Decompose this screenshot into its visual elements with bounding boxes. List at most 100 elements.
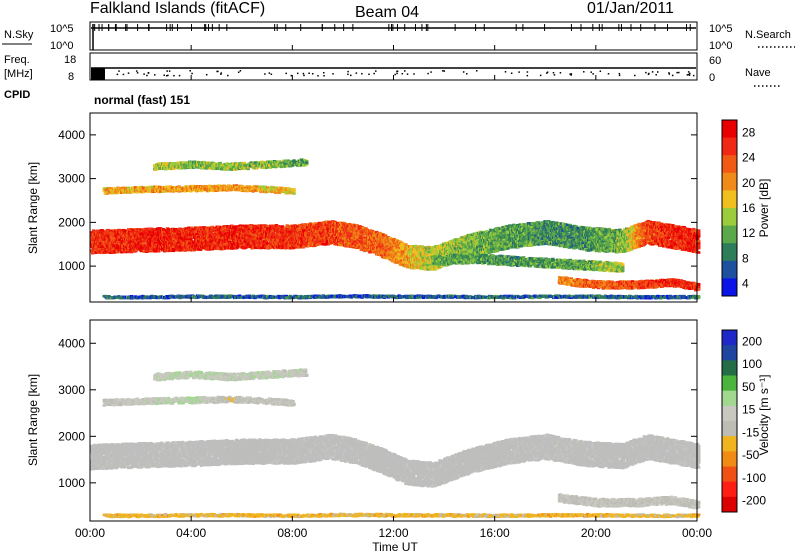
- range-gate-cell: [199, 242, 204, 246]
- range-gate-cell: [134, 248, 139, 252]
- nave-dot: [618, 72, 621, 75]
- range-gate-cell: [280, 225, 285, 229]
- nave-dot: [220, 73, 222, 75]
- range-gate-cell: [98, 251, 103, 254]
- range-gate-cell: [112, 235, 116, 239]
- nave-dot: [303, 74, 305, 77]
- nave-dot: [442, 70, 444, 72]
- range-gate-cell: [146, 231, 150, 234]
- nave-dot: [167, 74, 169, 77]
- range-gate-cell: [265, 239, 269, 243]
- nave-dot: [323, 74, 325, 77]
- nave-dot: [173, 74, 175, 77]
- range-gate-cell: [167, 228, 172, 232]
- range-gate-cell: [261, 240, 265, 243]
- nave-dot: [349, 74, 352, 77]
- range-gate-cell: [217, 241, 221, 244]
- nsky-label: N.Sky: [4, 29, 34, 41]
- nave-dot: [647, 73, 650, 76]
- range-gate-cell: [103, 238, 107, 241]
- range-gate-cell: [289, 237, 293, 241]
- range-gate-cell: [190, 240, 194, 244]
- freq-panel: Freq. [MHz] 18 8 60 0 Nave CPID normal (…: [4, 52, 780, 107]
- nave-dot: [296, 72, 299, 75]
- range-gate-cell: [286, 225, 290, 228]
- range-gate-cell: [136, 239, 141, 242]
- nave-dot: [163, 74, 165, 76]
- range-gate-cell: [129, 248, 134, 251]
- range-gate-cell: [207, 236, 212, 240]
- range-gate-cell: [153, 236, 157, 239]
- range-gate-cell: [127, 228, 131, 231]
- nave-tick-top: 60: [709, 55, 721, 67]
- nave-dot: [413, 73, 415, 75]
- range-gate-cell: [217, 245, 221, 249]
- range-gate-cell: [219, 226, 223, 229]
- range-gate-cell: [141, 242, 145, 245]
- range-gate-cell: [195, 244, 199, 247]
- range-gate-cell: [149, 243, 153, 246]
- nave-dot: [427, 72, 429, 75]
- range-gate-cell: [177, 242, 181, 246]
- range-gate-cell: [90, 238, 94, 242]
- range-gate-cell: [150, 232, 154, 235]
- nave-dot: [396, 70, 398, 73]
- range-gate-cell: [238, 224, 243, 228]
- range-gate-cell: [195, 233, 199, 236]
- nave-dot: [592, 73, 594, 75]
- nave-dot: [466, 73, 468, 75]
- range-gate-cell: [283, 226, 287, 230]
- range-gate-cell: [155, 243, 159, 247]
- range-gate-cell: [208, 232, 213, 235]
- range-gate-cell: [220, 228, 224, 232]
- range-gate-cell: [218, 238, 222, 242]
- range-gate-cell: [228, 225, 232, 228]
- range-gate-cell: [100, 251, 105, 255]
- range-gate-cell: [154, 242, 158, 245]
- nsky-tick-top: 10^5: [50, 23, 74, 35]
- range-gate-cell: [202, 239, 207, 242]
- nave-dot: [264, 73, 266, 75]
- range-gate-cell: [257, 241, 261, 245]
- range-gate-cell: [287, 243, 291, 247]
- range-gate-cell: [239, 237, 244, 241]
- range-gate-cell: [373, 234, 377, 237]
- range-gate-cell: [158, 242, 162, 245]
- range-gate-cell: [124, 243, 128, 247]
- range-gate-cell: [187, 226, 191, 230]
- range-gate-cell: [186, 238, 190, 241]
- range-gate-cell: [157, 240, 161, 243]
- range-gate-cell: [132, 245, 137, 249]
- nave-dot: [355, 72, 358, 74]
- nave-dot: [375, 70, 377, 72]
- range-gate-cell: [157, 249, 161, 253]
- nave-dot: [526, 71, 529, 73]
- range-gate-cell: [108, 244, 112, 248]
- range-gate-cell: [218, 247, 222, 251]
- range-gate-cell: [274, 236, 279, 240]
- range-gate-cell: [272, 233, 277, 236]
- range-gate-cell: [250, 232, 254, 236]
- nave-dot: [311, 72, 314, 75]
- freq-label-line1: Freq.: [4, 54, 30, 66]
- nave-dot: [475, 70, 478, 72]
- nave-dot: [404, 70, 406, 72]
- range-gate-cell: [208, 235, 213, 238]
- range-gate-cell: [200, 244, 205, 248]
- nave-dot: [118, 70, 120, 72]
- range-gate-cell: [149, 241, 153, 244]
- range-gate-cell: [266, 224, 270, 228]
- range-gate-cell: [197, 235, 201, 239]
- nave-dot: [590, 71, 592, 73]
- nave-dot: [332, 73, 334, 75]
- range-gate-cell: [227, 228, 231, 231]
- freq-tick-top: 18: [64, 54, 76, 66]
- freq-label-line2: [MHz]: [4, 68, 33, 80]
- range-gate-cell: [258, 245, 262, 248]
- range-gate-cell: [177, 247, 181, 250]
- nave-dot: [443, 70, 446, 72]
- nsearch-tick-top: 10^5: [709, 23, 733, 35]
- range-gate-cell: [244, 244, 249, 248]
- nave-dot: [692, 74, 695, 77]
- range-gate-cell: [91, 249, 96, 252]
